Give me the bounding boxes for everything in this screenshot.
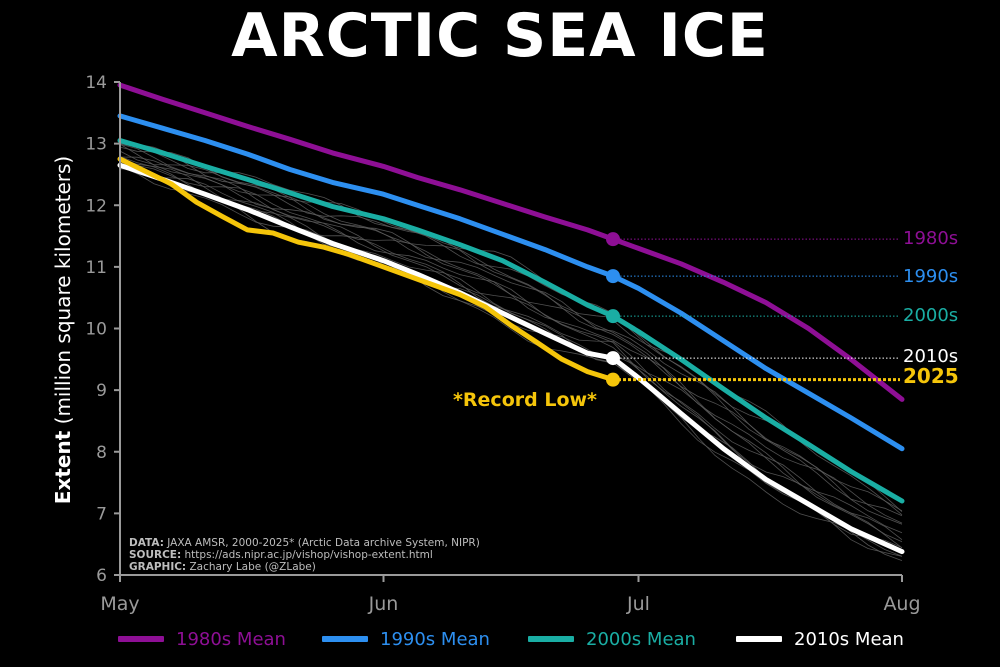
credit-data: DATA: JAXA AMSR, 2000-2025* (Arctic Data… xyxy=(129,537,480,549)
series-line-2000s xyxy=(117,138,905,504)
legend-swatch xyxy=(118,636,164,642)
axes xyxy=(119,82,902,576)
legend-swatch xyxy=(528,636,574,642)
y-tick-label: 7 xyxy=(96,504,107,524)
legend-label: 2010s Mean xyxy=(794,628,904,650)
series-lines xyxy=(117,82,905,555)
legend-item-2000s: 2000s Mean xyxy=(528,626,696,652)
end-guide-lines xyxy=(613,238,900,382)
y-tick-label: 11 xyxy=(85,258,107,278)
x-tick-label: Jul xyxy=(626,593,650,615)
year-line xyxy=(119,146,903,516)
credits: DATA: JAXA AMSR, 2000-2025* (Arctic Data… xyxy=(129,537,480,573)
y-tick-label: 8 xyxy=(96,443,107,463)
year-line xyxy=(119,143,903,524)
year-line xyxy=(119,165,903,548)
x-tick-label: Aug xyxy=(883,593,920,615)
year-line xyxy=(119,150,903,517)
legend-item-2010s: 2010s Mean xyxy=(736,626,904,652)
series-line-2010s xyxy=(117,162,905,555)
year-line xyxy=(119,168,903,557)
year-line xyxy=(119,156,903,534)
year-line xyxy=(119,158,903,541)
legend-swatch xyxy=(736,636,782,642)
x-tick-label: May xyxy=(100,593,139,615)
y-tick-label: 12 xyxy=(85,196,107,216)
y-axis-label: Extent (million square kilometers) xyxy=(51,156,75,504)
legend-label: 2000s Mean xyxy=(586,628,696,650)
y-tick-label: 9 xyxy=(96,381,107,401)
end-markers xyxy=(606,232,620,387)
legend-item-1990s: 1990s Mean xyxy=(322,626,490,652)
marker-2025 xyxy=(606,372,620,387)
end-label-2025: 2025 xyxy=(903,364,959,388)
year-line xyxy=(119,156,903,549)
legend-label: 1980s Mean xyxy=(176,628,286,650)
series-line-1990s xyxy=(117,113,905,452)
y-ticks: 6 7 8 9 10 11 12 13 14 xyxy=(85,73,120,586)
x-ticks: May Jun Jul Aug xyxy=(100,575,921,615)
marker-1980s xyxy=(606,232,620,247)
year-line xyxy=(119,161,903,543)
y-tick-label: 6 xyxy=(96,566,107,586)
record-low-annotation: *Record Low* xyxy=(453,389,597,411)
legend-label: 1990s Mean xyxy=(380,628,490,650)
legend-swatch xyxy=(322,636,368,642)
x-tick-label: Jun xyxy=(368,593,399,615)
marker-1990s xyxy=(606,269,620,284)
year-line xyxy=(119,143,903,525)
y-tick-label: 14 xyxy=(85,73,107,93)
marker-2000s xyxy=(606,309,620,324)
end-label-1990s: 1990s xyxy=(903,266,958,287)
series-line-1980s xyxy=(117,82,905,402)
end-label-2010s: 2010s xyxy=(903,346,958,367)
year-line xyxy=(119,158,903,561)
end-label-1980s: 1980s xyxy=(903,228,958,249)
marker-2010s xyxy=(606,351,620,366)
y-tick-label: 13 xyxy=(85,135,107,155)
credit-source: SOURCE: https://ads.nipr.ac.jp/vishop/vi… xyxy=(129,549,433,561)
legend: 1980s Mean 1990s Mean 2000s Mean 2010s M… xyxy=(0,626,1000,652)
series-line-2025 xyxy=(117,156,616,383)
end-label-2000s: 2000s xyxy=(903,305,958,326)
credit-graphic: GRAPHIC: Zachary Labe (@ZLabe) xyxy=(129,561,316,573)
y-tick-label: 10 xyxy=(85,320,107,340)
year-line xyxy=(119,143,903,512)
chart-title: ARCTIC SEA ICE xyxy=(231,1,769,71)
legend-item-1980s: 1980s Mean xyxy=(118,626,286,652)
